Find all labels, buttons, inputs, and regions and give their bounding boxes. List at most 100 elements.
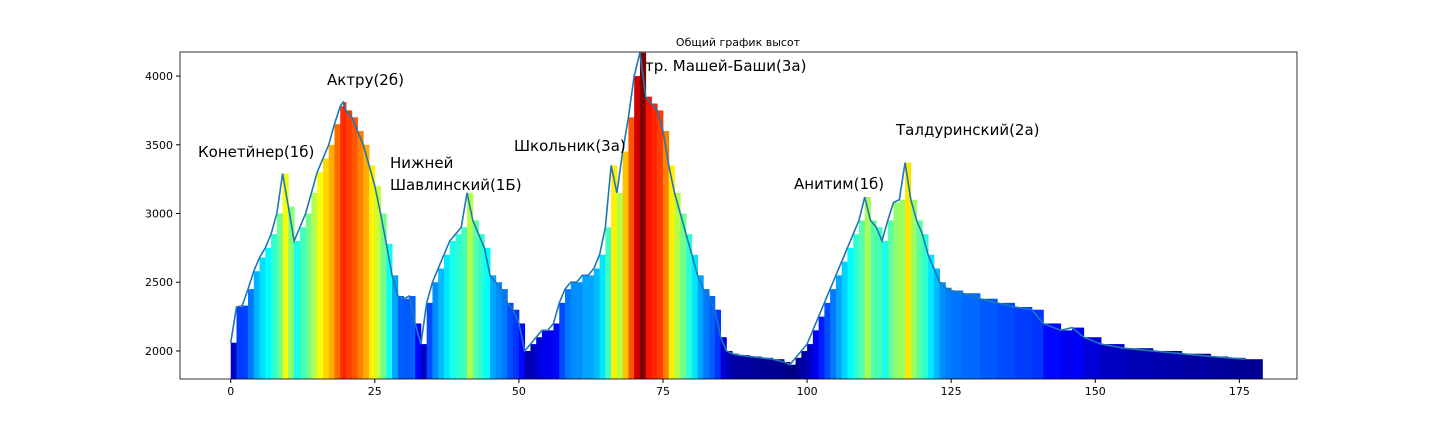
elevation-strip (432, 282, 439, 379)
y-tick-label: 4000 (145, 70, 173, 83)
elevation-strip (916, 220, 923, 379)
elevation-strip (271, 234, 278, 379)
elevation-strip (662, 131, 670, 379)
chart-title: Общий график высот (676, 36, 801, 49)
elevation-strip (328, 144, 335, 379)
elevation-strip (882, 240, 889, 379)
elevation-strip (455, 234, 462, 379)
elevation-strip (887, 220, 894, 379)
elevation-strip (524, 350, 531, 379)
elevation-strip (340, 106, 344, 379)
elevation-strip (420, 344, 428, 379)
elevation-strip (478, 234, 485, 379)
elevation-strip (1245, 359, 1263, 379)
elevation-strip (622, 151, 629, 379)
elevation-strip (467, 192, 474, 379)
elevation-strip (317, 172, 324, 379)
elevation-strip (386, 243, 393, 379)
y-tick-label: 3500 (145, 139, 173, 152)
elevation-strip (830, 289, 837, 379)
elevation-strip (737, 355, 750, 379)
x-tick-label: 75 (656, 385, 670, 398)
elevation-strip (311, 192, 318, 379)
elevation-strip (703, 289, 710, 379)
y-tick-label: 3000 (145, 208, 173, 221)
fill-strips (230, 52, 1263, 380)
elevation-strip (392, 275, 399, 379)
elevation-strip (674, 192, 681, 379)
elevation-strip (599, 254, 606, 379)
elevation-strip (547, 330, 554, 379)
elevation-strip (812, 330, 820, 379)
elevation-strip (870, 220, 877, 379)
elevation-strip (939, 282, 946, 379)
elevation-strip (449, 240, 456, 379)
elevation-strip (1043, 323, 1062, 379)
elevation-strip (611, 165, 618, 379)
elevation-strip (276, 213, 283, 379)
elevation-strip (847, 247, 854, 379)
elevation-strip (248, 289, 255, 379)
elevation-strip (1060, 330, 1073, 379)
elevation-strip (628, 117, 635, 379)
elevation-strip (1014, 306, 1033, 379)
elevation-strip (343, 102, 347, 380)
elevation-strip (570, 282, 577, 379)
elevation-strip (288, 206, 295, 379)
elevation-strip (461, 227, 468, 379)
annotation: Конетйнер(1б) (198, 143, 315, 161)
elevation-strip (490, 275, 497, 379)
elevation-strip (841, 261, 848, 379)
elevation-strip (230, 342, 237, 379)
elevation-strip (795, 357, 802, 379)
elevation-strip (282, 173, 289, 379)
elevation-strip (772, 359, 785, 379)
annotation: тр. Машей-Баши(3а) (645, 57, 807, 75)
elevation-strip (657, 110, 664, 379)
annotation: Школьник(3а) (514, 137, 626, 155)
x-tick-label: 25 (368, 385, 382, 398)
elevation-strip (910, 199, 917, 379)
elevation-strip (536, 337, 543, 379)
elevation-strip (818, 316, 825, 379)
elevation-strip (363, 144, 370, 379)
elevation-strip (259, 257, 266, 379)
elevation-strip (951, 290, 964, 379)
elevation-strip (438, 268, 445, 379)
elevation-strip (962, 293, 981, 379)
elevation-strip (997, 302, 1015, 379)
elevation-strip (351, 117, 358, 379)
elevation-strip (749, 356, 762, 379)
elevation-line (229, 52, 1246, 366)
elevation-strip (305, 213, 312, 379)
elevation-strip (541, 330, 549, 379)
elevation-strip (369, 165, 376, 379)
elevation-strip (714, 309, 722, 379)
elevation-strip (726, 350, 733, 379)
elevation-strip (784, 361, 791, 379)
x-tick-label: 150 (1085, 385, 1106, 398)
elevation-strip (426, 302, 433, 379)
elevation-strip (876, 227, 883, 379)
x-tick-label: 100 (797, 385, 818, 398)
elevation-strip (1227, 357, 1246, 379)
elevation-strip (236, 306, 243, 379)
elevation-strip (645, 96, 652, 380)
elevation-strip (1210, 356, 1229, 379)
elevation-strip (253, 271, 260, 379)
elevation-strip (1083, 337, 1102, 379)
elevation-strip (484, 247, 491, 379)
x-tick-label: 0 (227, 385, 234, 398)
elevation-strip (495, 282, 503, 379)
elevation-strip (858, 220, 866, 379)
elevation-strip (697, 275, 704, 379)
elevation-strip (299, 227, 307, 379)
elevation-strip (576, 282, 583, 379)
elevation-strip (835, 275, 843, 379)
elevation-strip (593, 268, 600, 379)
elevation-strip (709, 295, 716, 379)
elevation-strip (893, 202, 900, 379)
elevation-strip (357, 131, 364, 379)
elevation-strip (760, 357, 773, 379)
